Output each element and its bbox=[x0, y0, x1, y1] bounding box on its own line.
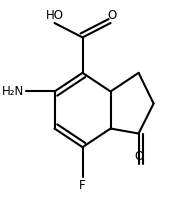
Text: O: O bbox=[107, 9, 116, 22]
Text: HO: HO bbox=[46, 9, 63, 22]
Text: H₂N: H₂N bbox=[2, 85, 25, 98]
Text: F: F bbox=[79, 179, 86, 192]
Text: O: O bbox=[134, 150, 143, 163]
